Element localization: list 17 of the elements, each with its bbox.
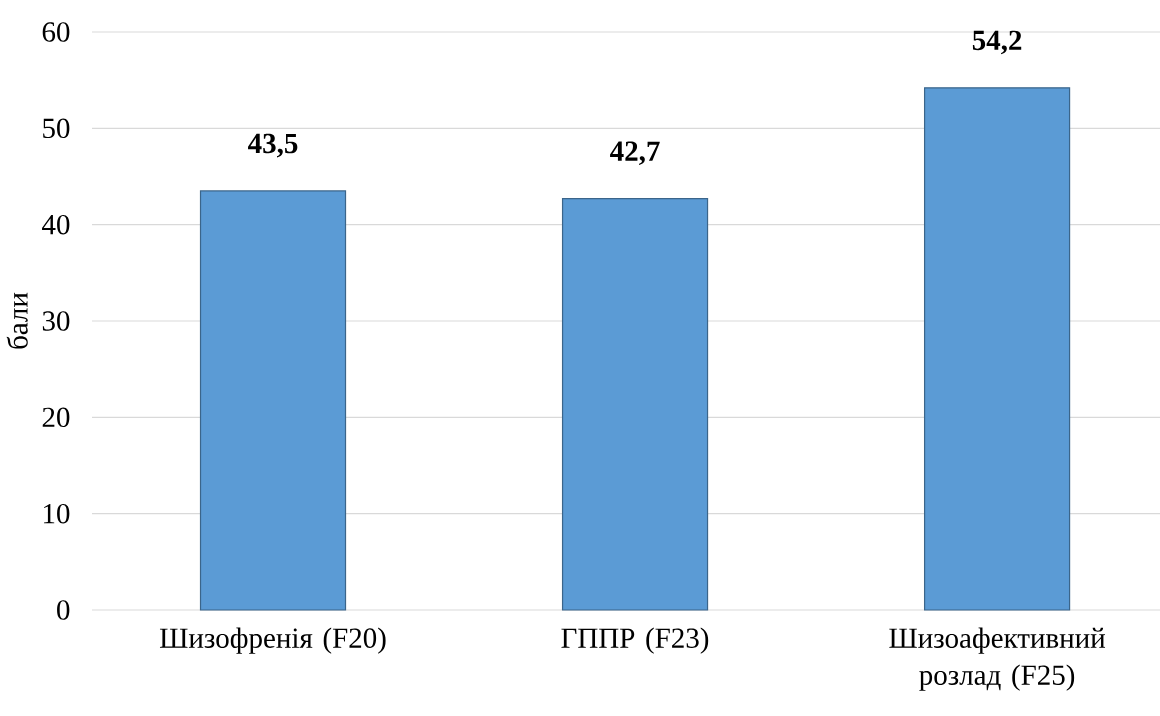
y-tick-label: 60 xyxy=(42,22,70,42)
y-tick-label: 10 xyxy=(44,503,70,524)
bar xyxy=(923,87,1071,611)
y-tick-label: 40 xyxy=(42,214,70,235)
x-tick-label: Шизоафективний розлад (F25) xyxy=(889,627,1106,691)
bar xyxy=(199,190,347,611)
y-tick-label: 20 xyxy=(42,407,70,428)
y-axis-title: бали xyxy=(6,292,28,349)
y-tick-label: 50 xyxy=(43,118,70,139)
data-label: 54,2 xyxy=(972,30,1022,55)
y-tick-label: 30 xyxy=(42,311,70,331)
data-label: 43,5 xyxy=(248,133,298,158)
bar xyxy=(561,198,709,611)
data-label: 42,7 xyxy=(610,141,660,166)
x-tick-label: ГППР (F23) xyxy=(561,627,709,654)
x-tick-label: Шизофренія (F20) xyxy=(159,627,386,654)
y-tick-label: 0 xyxy=(57,600,70,620)
